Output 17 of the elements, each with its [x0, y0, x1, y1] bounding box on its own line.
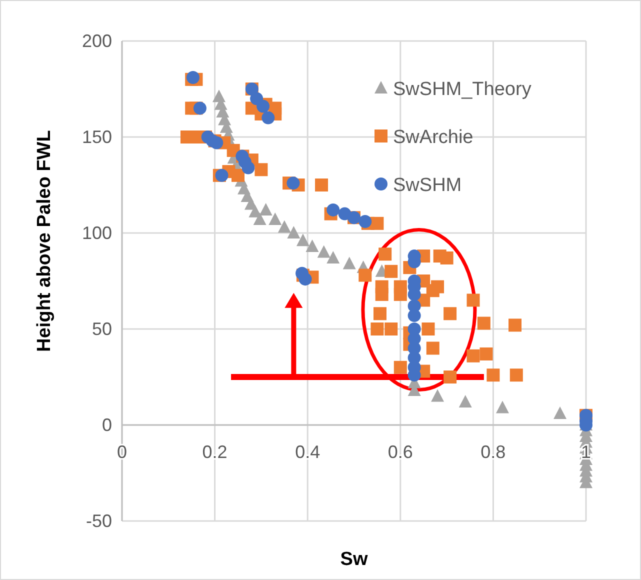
y-tick-label: 150	[82, 127, 112, 147]
x-tick-label: 1	[580, 442, 592, 462]
legend-label: SwSHM	[393, 175, 462, 196]
x-tick-label: 0.8	[480, 442, 506, 462]
legend-label: SwArchie	[393, 127, 474, 148]
x-axis-title: Sw	[340, 549, 368, 570]
x-tick-label: 0.2	[202, 442, 228, 462]
y-axis-title: Height above Paleo FWL	[34, 130, 55, 352]
x-tick-label: 0.4	[295, 442, 320, 462]
x-tick-label: 0.6	[388, 442, 413, 462]
legend-label: SwSHM_Theory	[393, 79, 532, 100]
y-tick-label: 50	[92, 319, 112, 339]
y-tick-label: -50	[86, 511, 112, 531]
x-tick-label: 0	[116, 442, 128, 462]
y-tick-label: 100	[82, 223, 112, 243]
y-tick-label: 200	[82, 31, 112, 51]
y-tick-label: 0	[102, 415, 112, 435]
